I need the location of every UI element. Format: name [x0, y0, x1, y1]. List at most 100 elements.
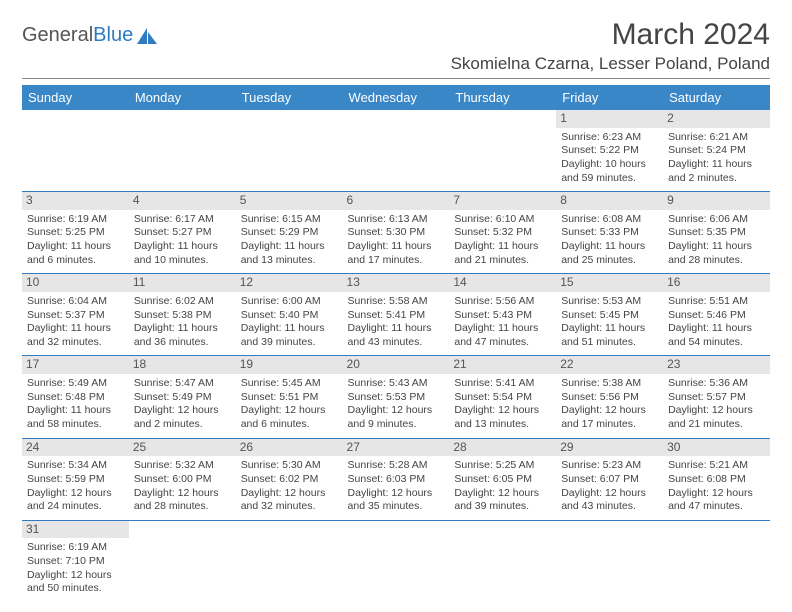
sunrise-text: Sunrise: 6:23 AM — [561, 131, 658, 145]
location: Skomielna Czarna, Lesser Poland, Poland — [451, 54, 770, 74]
day-number: 10 — [22, 274, 129, 292]
day-cell: 26Sunrise: 5:30 AMSunset: 6:02 PMDayligh… — [236, 438, 343, 520]
day-number: 6 — [343, 192, 450, 210]
daylight-text: Daylight: 11 hours and 6 minutes. — [27, 240, 124, 267]
sunrise-text: Sunrise: 6:06 AM — [668, 213, 765, 227]
sunrise-text: Sunrise: 5:53 AM — [561, 295, 658, 309]
day-number: 18 — [129, 356, 236, 374]
sunset-text: Sunset: 5:51 PM — [241, 391, 338, 405]
sunset-text: Sunset: 7:10 PM — [27, 555, 124, 569]
day-cell: 9Sunrise: 6:06 AMSunset: 5:35 PMDaylight… — [663, 192, 770, 274]
daylight-text: Daylight: 12 hours and 17 minutes. — [561, 404, 658, 431]
sunrise-text: Sunrise: 5:25 AM — [454, 459, 551, 473]
logo: GeneralBlue — [22, 24, 158, 47]
day-number: 12 — [236, 274, 343, 292]
sunrise-text: Sunrise: 6:08 AM — [561, 213, 658, 227]
empty-cell — [449, 110, 556, 192]
day-number: 3 — [22, 192, 129, 210]
daylight-text: Daylight: 11 hours and 51 minutes. — [561, 322, 658, 349]
day-number: 30 — [663, 439, 770, 457]
day-cell: 10Sunrise: 6:04 AMSunset: 5:37 PMDayligh… — [22, 274, 129, 356]
sunset-text: Sunset: 6:00 PM — [134, 473, 231, 487]
sunrise-text: Sunrise: 5:30 AM — [241, 459, 338, 473]
weekday-header: Sunday — [22, 85, 129, 110]
day-number: 13 — [343, 274, 450, 292]
daylight-text: Daylight: 11 hours and 28 minutes. — [668, 240, 765, 267]
empty-cell — [22, 110, 129, 192]
day-cell: 20Sunrise: 5:43 AMSunset: 5:53 PMDayligh… — [343, 356, 450, 438]
sunset-text: Sunset: 5:22 PM — [561, 144, 658, 158]
sunrise-text: Sunrise: 6:15 AM — [241, 213, 338, 227]
day-cell: 14Sunrise: 5:56 AMSunset: 5:43 PMDayligh… — [449, 274, 556, 356]
calendar-row: 31Sunrise: 6:19 AMSunset: 7:10 PMDayligh… — [22, 520, 770, 602]
daylight-text: Daylight: 12 hours and 28 minutes. — [134, 487, 231, 514]
calendar-row: 24Sunrise: 5:34 AMSunset: 5:59 PMDayligh… — [22, 438, 770, 520]
sunset-text: Sunset: 6:08 PM — [668, 473, 765, 487]
day-number: 27 — [343, 439, 450, 457]
day-number: 28 — [449, 439, 556, 457]
sunset-text: Sunset: 5:48 PM — [27, 391, 124, 405]
sunrise-text: Sunrise: 5:41 AM — [454, 377, 551, 391]
sunset-text: Sunset: 5:25 PM — [27, 226, 124, 240]
day-cell: 1Sunrise: 6:23 AMSunset: 5:22 PMDaylight… — [556, 110, 663, 192]
sunrise-text: Sunrise: 5:21 AM — [668, 459, 765, 473]
daylight-text: Daylight: 12 hours and 21 minutes. — [668, 404, 765, 431]
calendar-row: 3Sunrise: 6:19 AMSunset: 5:25 PMDaylight… — [22, 192, 770, 274]
empty-cell — [343, 520, 450, 602]
daylight-text: Daylight: 11 hours and 13 minutes. — [241, 240, 338, 267]
day-number: 22 — [556, 356, 663, 374]
sunrise-text: Sunrise: 5:47 AM — [134, 377, 231, 391]
sunrise-text: Sunrise: 5:36 AM — [668, 377, 765, 391]
day-cell: 28Sunrise: 5:25 AMSunset: 6:05 PMDayligh… — [449, 438, 556, 520]
logo-text-1: General — [22, 24, 93, 47]
daylight-text: Daylight: 12 hours and 6 minutes. — [241, 404, 338, 431]
day-cell: 22Sunrise: 5:38 AMSunset: 5:56 PMDayligh… — [556, 356, 663, 438]
daylight-text: Daylight: 11 hours and 25 minutes. — [561, 240, 658, 267]
daylight-text: Daylight: 11 hours and 43 minutes. — [348, 322, 445, 349]
sunset-text: Sunset: 5:45 PM — [561, 309, 658, 323]
daylight-text: Daylight: 12 hours and 32 minutes. — [241, 487, 338, 514]
weekday-header: Tuesday — [236, 85, 343, 110]
sunset-text: Sunset: 6:03 PM — [348, 473, 445, 487]
sunset-text: Sunset: 5:29 PM — [241, 226, 338, 240]
day-number: 31 — [22, 521, 129, 539]
day-cell: 24Sunrise: 5:34 AMSunset: 5:59 PMDayligh… — [22, 438, 129, 520]
day-cell: 17Sunrise: 5:49 AMSunset: 5:48 PMDayligh… — [22, 356, 129, 438]
calendar-row: 10Sunrise: 6:04 AMSunset: 5:37 PMDayligh… — [22, 274, 770, 356]
day-number: 26 — [236, 439, 343, 457]
day-number: 9 — [663, 192, 770, 210]
day-cell: 2Sunrise: 6:21 AMSunset: 5:24 PMDaylight… — [663, 110, 770, 192]
sunset-text: Sunset: 6:07 PM — [561, 473, 658, 487]
empty-cell — [343, 110, 450, 192]
sunrise-text: Sunrise: 6:00 AM — [241, 295, 338, 309]
empty-cell — [129, 110, 236, 192]
sunset-text: Sunset: 5:30 PM — [348, 226, 445, 240]
calendar-row: 17Sunrise: 5:49 AMSunset: 5:48 PMDayligh… — [22, 356, 770, 438]
sunrise-text: Sunrise: 5:28 AM — [348, 459, 445, 473]
daylight-text: Daylight: 11 hours and 58 minutes. — [27, 404, 124, 431]
logo-sail-icon — [136, 27, 158, 45]
daylight-text: Daylight: 12 hours and 47 minutes. — [668, 487, 765, 514]
day-number: 14 — [449, 274, 556, 292]
daylight-text: Daylight: 11 hours and 39 minutes. — [241, 322, 338, 349]
sunrise-text: Sunrise: 5:49 AM — [27, 377, 124, 391]
day-number: 21 — [449, 356, 556, 374]
daylight-text: Daylight: 11 hours and 47 minutes. — [454, 322, 551, 349]
sunrise-text: Sunrise: 5:32 AM — [134, 459, 231, 473]
day-cell: 13Sunrise: 5:58 AMSunset: 5:41 PMDayligh… — [343, 274, 450, 356]
sunset-text: Sunset: 5:59 PM — [27, 473, 124, 487]
sunrise-text: Sunrise: 6:21 AM — [668, 131, 765, 145]
day-cell: 4Sunrise: 6:17 AMSunset: 5:27 PMDaylight… — [129, 192, 236, 274]
sunrise-text: Sunrise: 5:34 AM — [27, 459, 124, 473]
day-number: 4 — [129, 192, 236, 210]
sunset-text: Sunset: 5:37 PM — [27, 309, 124, 323]
sunset-text: Sunset: 5:57 PM — [668, 391, 765, 405]
daylight-text: Daylight: 12 hours and 24 minutes. — [27, 487, 124, 514]
daylight-text: Daylight: 12 hours and 13 minutes. — [454, 404, 551, 431]
day-number: 25 — [129, 439, 236, 457]
daylight-text: Daylight: 12 hours and 2 minutes. — [134, 404, 231, 431]
sunrise-text: Sunrise: 5:51 AM — [668, 295, 765, 309]
daylight-text: Daylight: 12 hours and 43 minutes. — [561, 487, 658, 514]
calendar-table: SundayMondayTuesdayWednesdayThursdayFrid… — [22, 85, 770, 602]
daylight-text: Daylight: 11 hours and 10 minutes. — [134, 240, 231, 267]
